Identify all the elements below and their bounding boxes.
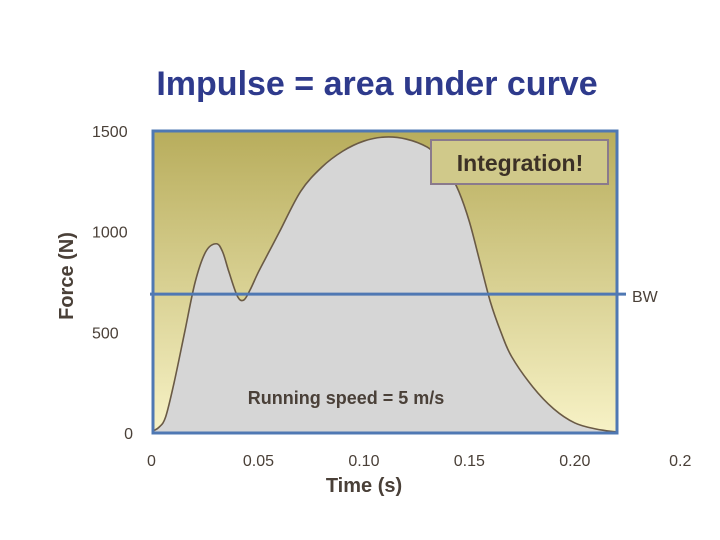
x-tick-label-0: 0 [147, 453, 156, 470]
y-tick-label-1: 500 [92, 325, 119, 342]
plot-frame [151, 129, 619, 435]
x-axis-label: Time (s) [326, 475, 402, 497]
force-curve [152, 136, 618, 433]
chart-title: Impulse = area under curve [156, 65, 597, 103]
integration-annotation: Integration! [457, 150, 584, 176]
force-area [153, 136, 617, 434]
y-tick-label-0: 0 [124, 426, 133, 443]
x-tick-labels: 0 0.05 0.10 0.15 0.20 0.2 [147, 453, 691, 470]
x-tick-label-1: 0.05 [243, 453, 274, 470]
running-speed-annotation: Running speed = 5 m/s [248, 388, 445, 408]
x-tick-label-4: 0.20 [559, 453, 590, 470]
x-tick-label-2: 0.10 [348, 453, 379, 470]
integration-box [430, 139, 609, 185]
x-tick-label-5: 0.2 [669, 453, 691, 470]
y-tick-label-2: 1000 [92, 225, 128, 242]
y-axis-label: Force (N) [56, 232, 78, 320]
x-tick-label-3: 0.15 [454, 453, 485, 470]
bw-label: BW [632, 289, 659, 306]
y-tick-label-3: 1500 [92, 124, 128, 141]
y-tick-labels: 0 500 1000 1500 [92, 124, 133, 443]
